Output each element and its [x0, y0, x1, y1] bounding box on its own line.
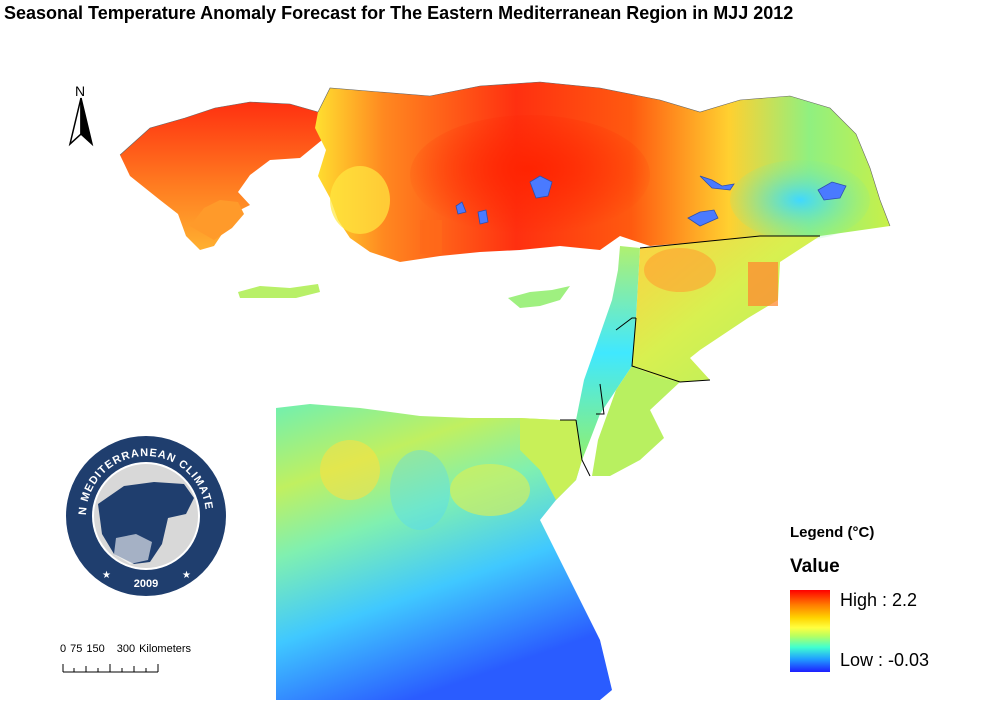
greece-region [120, 102, 322, 250]
greece-peninsula [190, 200, 244, 240]
jordan-region [592, 366, 680, 476]
lake-keban [699, 175, 735, 191]
scale-bar-ticks [62, 664, 159, 673]
scale-label-150: 150 [86, 643, 105, 655]
north-arrow-icon [68, 97, 94, 147]
lake-tuz [529, 175, 553, 199]
scale-label-300: 300 [116, 643, 136, 655]
legend-color-ramp [790, 590, 830, 672]
scale-label-75: 75 [70, 643, 83, 655]
lake-egirdir [477, 209, 489, 225]
scale-label-0: 0 [60, 643, 67, 655]
scale-labels: 0 75 150 300 Kilometers [60, 642, 195, 656]
scale-bar: 0 75 150 300 Kilometers [60, 642, 250, 682]
coastlines [119, 81, 891, 227]
legend-field: Value [790, 556, 840, 577]
emcc-logo-icon: EASTERN MEDITERRANEAN CLIMATE CENTRE 200… [64, 434, 226, 596]
legend-heading: Legend (°C) [790, 524, 875, 541]
map-title: Seasonal Temperature Anomaly Forecast fo… [4, 3, 794, 23]
logo-year: 2009 [134, 578, 158, 590]
map-legend: Legend (°C) Value High : 2.2 Low : -0.03 [780, 520, 990, 690]
star-icon: ★ [182, 570, 191, 581]
levant-region [576, 246, 640, 460]
scale-unit: Kilometers [139, 643, 192, 655]
crete-island [238, 284, 320, 298]
country-borders [560, 235, 820, 477]
north-label: N [75, 83, 86, 99]
legend-high-label: High : 2.2 [840, 590, 918, 610]
lake-beysehir [455, 201, 467, 215]
cyprus-island [508, 286, 570, 308]
sinai-region [520, 418, 582, 500]
lake-van [817, 181, 847, 201]
legend-low-label: Low : -0.03 [840, 650, 930, 670]
lake-ataturk [687, 209, 719, 227]
star-icon: ★ [102, 570, 111, 581]
